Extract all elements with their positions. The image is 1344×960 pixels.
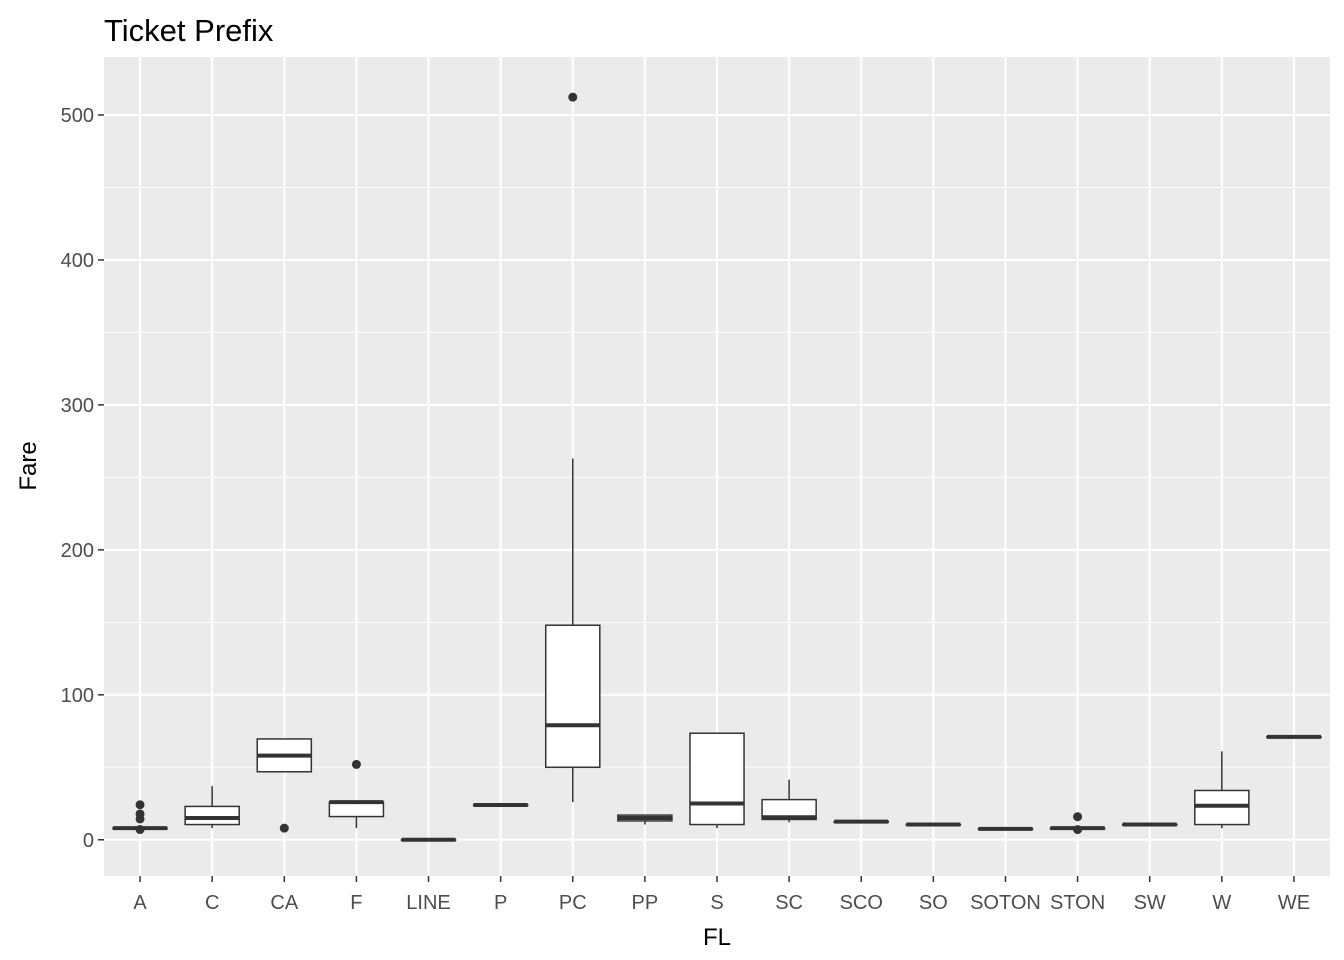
x-tick-label: WE (1278, 892, 1310, 914)
boxes (112, 92, 1322, 842)
outlier-point (1073, 825, 1083, 835)
x-tick-label: SO (919, 892, 948, 914)
box-soton (977, 826, 1034, 831)
box-c (184, 786, 240, 829)
iqr-box (184, 805, 240, 826)
iqr-box (328, 801, 385, 818)
box-f (328, 759, 385, 829)
box-ston (1049, 812, 1106, 835)
x-tick-label: P (494, 892, 507, 914)
x-tick-label: SOTON (970, 892, 1041, 914)
iqr-box (689, 732, 745, 826)
y-tick-label: 100 (61, 685, 94, 707)
x-tick-label: S (710, 892, 723, 914)
box-sw (1121, 822, 1178, 827)
y-axis: 0 100 200 300 400 500 (61, 105, 104, 852)
outlier-point (135, 814, 145, 824)
outlier-point (135, 800, 145, 810)
y-tick-label: 0 (83, 830, 94, 852)
box-pp (617, 814, 673, 825)
outlier-point (279, 823, 289, 833)
box-a (112, 800, 168, 835)
y-tick-label: 200 (61, 540, 94, 562)
y-tick-label: 300 (61, 395, 94, 417)
x-tick-label: SC (775, 892, 803, 914)
x-tick-label: W (1212, 892, 1231, 914)
x-tick-label: LINE (406, 892, 450, 914)
y-tick-label: 400 (61, 250, 94, 272)
outlier-point (135, 825, 145, 835)
x-axis-title: FL (703, 924, 731, 951)
iqr-box (544, 624, 601, 769)
x-tick-label: STON (1050, 892, 1105, 914)
box-p (472, 802, 529, 807)
y-tick-label: 500 (61, 105, 94, 127)
x-tick-label: SCO (840, 892, 883, 914)
outlier-point (1073, 812, 1083, 822)
box-pc (544, 92, 601, 803)
box-sc (761, 779, 817, 823)
x-tick-label: PP (632, 892, 659, 914)
box-ca (256, 738, 313, 833)
outlier-point (351, 759, 361, 769)
chart-title: Ticket Prefix (104, 13, 274, 48)
x-tick-label: F (350, 892, 362, 914)
box-we (1266, 734, 1322, 739)
x-axis: A C CA F LINE P PC PP S SC SCO SO SOTON STON SW W WE (133, 876, 1310, 914)
box-line (400, 837, 457, 842)
box-w (1194, 751, 1250, 829)
x-tick-label: SW (1134, 892, 1166, 914)
x-tick-label: A (133, 892, 147, 914)
box-so (905, 822, 962, 827)
box-s (689, 732, 745, 829)
y-axis-title: Fare (15, 441, 42, 490)
x-tick-label: CA (270, 892, 298, 914)
box-sco (833, 819, 890, 824)
x-tick-label: PC (559, 892, 587, 914)
iqr-box (761, 798, 817, 821)
x-tick-label: C (205, 892, 219, 914)
outlier-point (568, 92, 578, 102)
